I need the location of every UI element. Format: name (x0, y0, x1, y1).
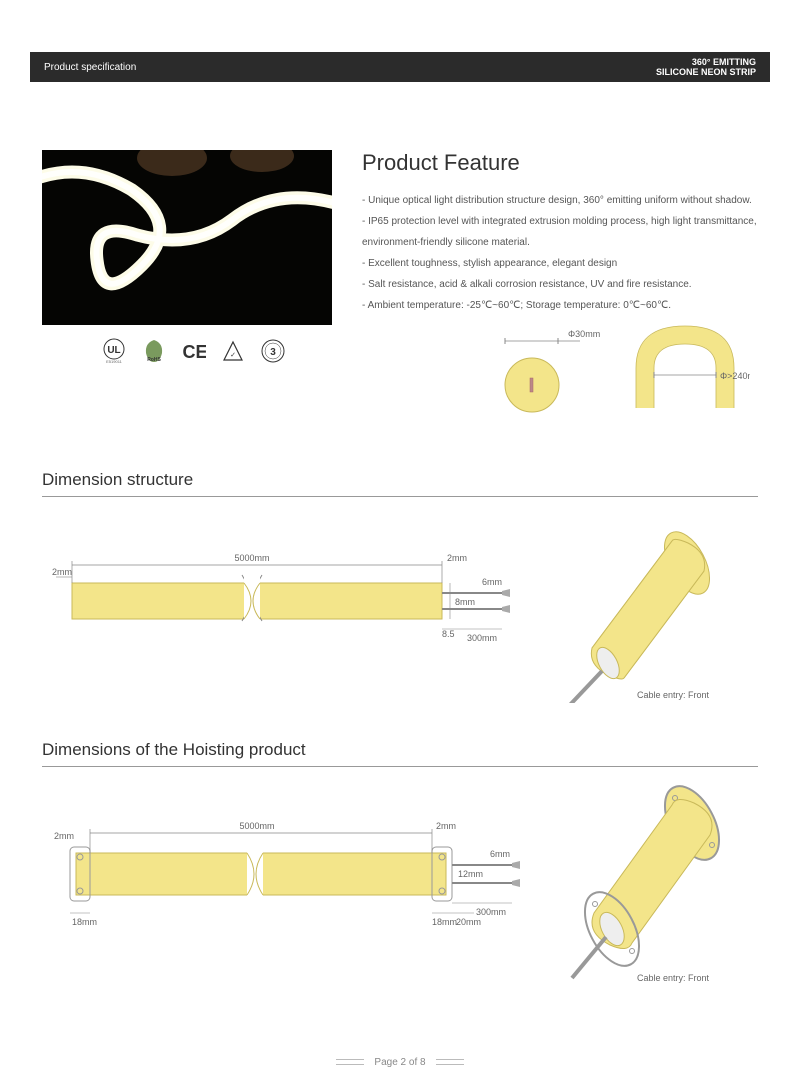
dimension-diagram-1: 5000mm 2mm 2mm 8mm 6mm 8.5 300mm (42, 513, 758, 703)
divider (42, 766, 758, 767)
hoisting-dimension-section: Dimensions of the Hoisting product (42, 740, 758, 973)
svg-text:20mm: 20mm (456, 917, 481, 927)
svg-text:UL: UL (107, 345, 120, 356)
svg-text:RoHS: RoHS (147, 357, 161, 363)
svg-text:8.5: 8.5 (442, 629, 455, 639)
svg-text:8mm: 8mm (455, 597, 475, 607)
dimension-structure-section: Dimension structure 5000mm 2mm 2mm (42, 470, 758, 703)
cable-entry-caption: Cable entry: Front (637, 973, 710, 983)
diameter-label: Φ30mm (568, 329, 600, 339)
header-right-line1: 360° EMITTING (656, 57, 756, 67)
bend-radius-label: Φ>240mm (720, 371, 750, 381)
product-photo (42, 150, 332, 325)
header-right-line2: SILICONE NEON STRIP (656, 67, 756, 77)
svg-text:2mm: 2mm (52, 567, 72, 577)
cable-entry-caption: Cable entry: Front (637, 690, 710, 700)
header-right: 360° EMITTING SILICONE NEON STRIP (656, 57, 756, 78)
top-section: Product Feature Unique optical light dis… (42, 150, 758, 325)
header-bar: Product specification 360° EMITTING SILI… (30, 52, 770, 82)
header-left-text: Product specification (44, 62, 136, 73)
feature-item: Ambient temperature: -25℃~60℃; Storage t… (362, 295, 758, 316)
svg-text:2mm: 2mm (436, 821, 456, 831)
svg-text:2mm: 2mm (447, 553, 467, 563)
cert-warranty-icon: 3 (260, 338, 286, 364)
divider (42, 496, 758, 497)
svg-text:300mm: 300mm (467, 633, 497, 643)
svg-text:E519011: E519011 (106, 359, 122, 364)
svg-text:12mm: 12mm (458, 869, 483, 879)
svg-text:18mm: 18mm (432, 917, 457, 927)
cert-ce-icon: CE (180, 338, 206, 364)
feature-item: Unique optical light distribution struct… (362, 190, 758, 211)
feature-item: IP65 protection level with integrated ex… (362, 211, 758, 253)
svg-text:✓: ✓ (230, 352, 236, 359)
cert-rcm-icon: ✓ (220, 338, 246, 364)
feature-column: Product Feature Unique optical light dis… (362, 150, 758, 325)
svg-text:18mm: 18mm (72, 917, 97, 927)
svg-text:3: 3 (270, 347, 276, 358)
cert-ul-icon: UL E519011 (100, 338, 126, 364)
cert-rohs-icon: RoHS (140, 338, 166, 364)
feature-list: Unique optical light distribution struct… (362, 190, 758, 316)
feature-item: Excellent toughness, stylish appearance,… (362, 253, 758, 274)
feature-item: Salt resistance, acid & alkali corrosion… (362, 274, 758, 295)
feature-title: Product Feature (362, 150, 758, 176)
dimension-diagram-2: 5000mm 2mm 2mm 12mm 6mm 300mm 18mm 18mm … (42, 783, 758, 973)
svg-text:5000mm: 5000mm (234, 553, 269, 563)
svg-text:CE: CE (182, 342, 206, 362)
cross-section-diagrams: Φ30mm Φ>240mm (460, 323, 750, 433)
svg-text:300mm: 300mm (476, 907, 506, 917)
section-title: Dimensions of the Hoisting product (42, 740, 758, 760)
section-title: Dimension structure (42, 470, 758, 490)
certifications-row: UL E519011 RoHS CE ✓ 3 (100, 338, 286, 364)
svg-text:5000mm: 5000mm (239, 821, 274, 831)
page-number: Page 2 of 8 (374, 1057, 425, 1068)
svg-text:2mm: 2mm (54, 831, 74, 841)
page-footer: Page 2 of 8 (0, 1057, 800, 1068)
svg-text:6mm: 6mm (482, 577, 502, 587)
svg-text:6mm: 6mm (490, 849, 510, 859)
